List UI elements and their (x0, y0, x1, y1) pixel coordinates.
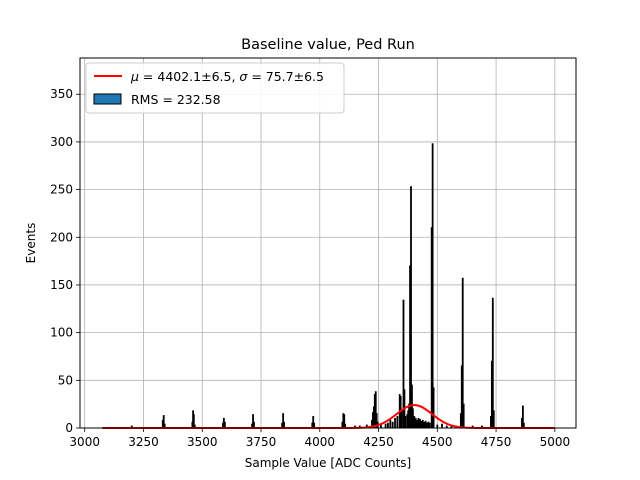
histogram-bar (420, 420, 423, 429)
histogram-bar (424, 420, 427, 429)
histogram-bar (404, 416, 407, 429)
y-tick-label: 0 (65, 421, 73, 435)
y-tick-label: 100 (50, 326, 73, 340)
x-tick-label: 3750 (246, 435, 277, 449)
histogram-bar (387, 422, 389, 429)
histogram-bar (394, 417, 396, 429)
x-axis-label: Sample Value [ADC Counts] (245, 456, 411, 470)
x-tick-label: 4250 (363, 435, 394, 449)
y-tick-label: 200 (50, 230, 73, 244)
histogram-bar (421, 419, 424, 429)
legend-histogram-swatch (93, 93, 122, 105)
histogram-bar (492, 410, 495, 429)
histogram-bar (414, 417, 417, 429)
x-axis-ticks: 3000 3250 3500 3750 4000 4250 4500 4750 5000 (69, 428, 570, 449)
x-tick-label: 3000 (69, 435, 100, 449)
plot-frame (79, 57, 577, 429)
histogram-bars (130, 143, 525, 429)
histogram-bar (462, 403, 465, 429)
histogram-bar (384, 423, 387, 429)
legend-mu-symbol: μ (130, 69, 139, 84)
y-axis-ticks: 0 50 100 150 200 250 300 350 (50, 87, 80, 435)
y-tick-label: 50 (58, 373, 73, 387)
histogram-bar (391, 421, 394, 429)
histogram-bar (491, 297, 494, 429)
chart-title: Baseline value, Ped Run (241, 37, 415, 53)
histogram-bar (416, 419, 419, 429)
histogram-bar (413, 416, 416, 429)
y-tick-label: 250 (50, 183, 73, 197)
histogram-bar (419, 418, 421, 429)
x-tick-label: 4500 (422, 435, 453, 449)
x-tick-label: 3250 (128, 435, 159, 449)
x-tick-label: 5000 (540, 435, 571, 449)
legend-sigma-symbol: σ (239, 69, 248, 84)
histogram-bar (441, 423, 443, 429)
histogram-bar (431, 143, 434, 429)
y-tick-label: 150 (50, 278, 73, 292)
legend-sigma-value: = 75.7±6.5 (247, 69, 324, 84)
legend: μ = 4402.1±6.5, σ = 75.7±6.5 RMS = 232.5… (85, 62, 345, 114)
y-axis-label: Events (24, 223, 38, 264)
histogram-bar (427, 421, 430, 429)
histogram-bar (417, 417, 420, 429)
y-tick-label: 300 (50, 135, 73, 149)
histogram-bar (396, 416, 399, 429)
x-tick-label: 4750 (481, 435, 512, 449)
histogram-bar (411, 408, 414, 429)
histogram-bar (389, 419, 392, 429)
histogram-bar (400, 410, 403, 429)
legend-mu-value: = 4402.1±6.5, (139, 69, 239, 84)
histogram-bar (428, 422, 431, 429)
legend-box (85, 62, 345, 114)
histogram-bar (426, 422, 428, 429)
x-tick-label: 3500 (187, 435, 218, 449)
histogram-bar (432, 387, 435, 429)
histogram-bar (423, 421, 426, 429)
gaussian-fit-curve (102, 404, 555, 429)
y-tick-label: 350 (50, 87, 73, 101)
x-tick-label: 4000 (304, 435, 335, 449)
legend-histogram-label: RMS = 232.58 (131, 92, 221, 107)
legend-fit-label: μ = 4402.1±6.5, σ = 75.7±6.5 (130, 69, 324, 84)
